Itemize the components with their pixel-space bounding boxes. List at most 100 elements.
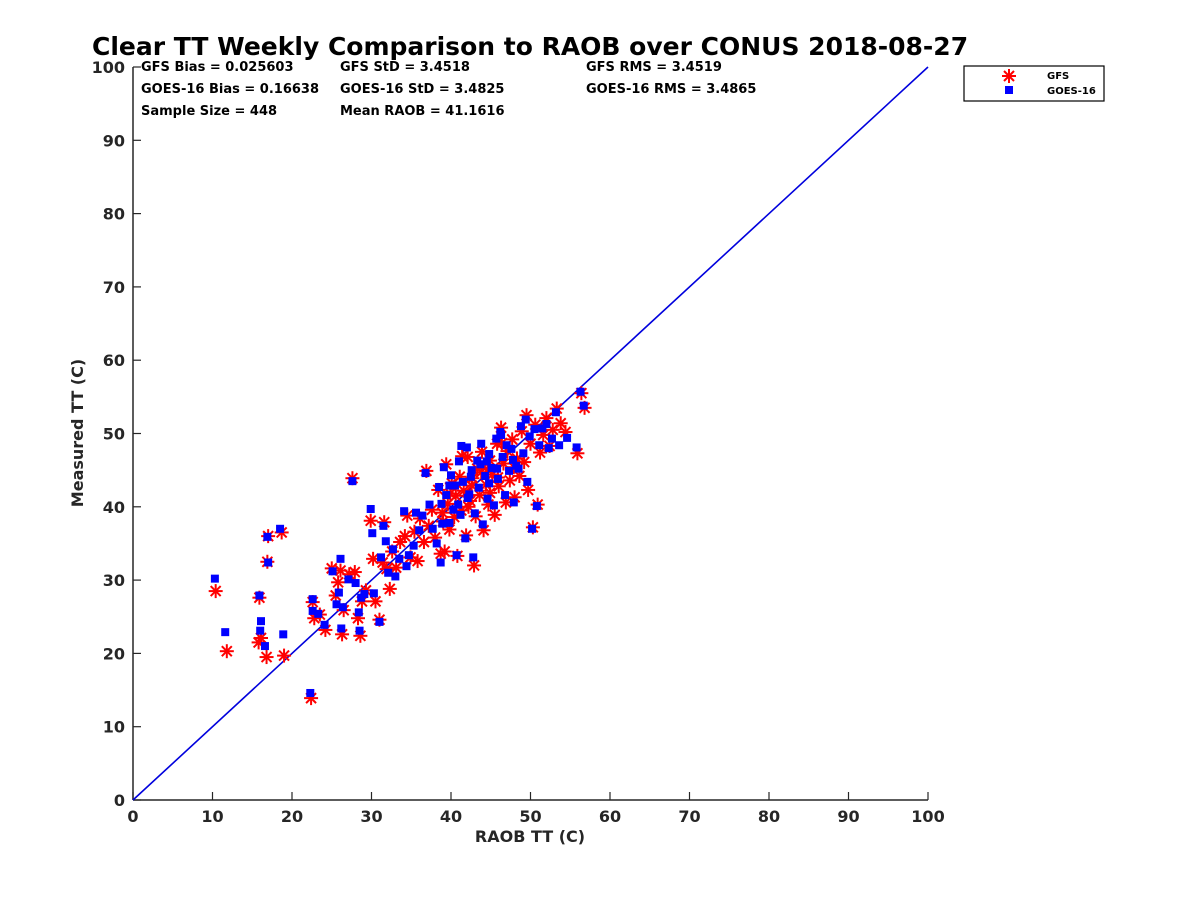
- goes-16-point: [400, 507, 409, 516]
- y-tick-label: 90: [103, 131, 125, 150]
- goes-16-point: [530, 425, 539, 434]
- gfs-point: [416, 534, 431, 549]
- series-goes-16: [210, 387, 588, 697]
- gfs-point: [331, 575, 346, 590]
- goes-16-point: [474, 483, 483, 492]
- goes-16-point: [516, 422, 525, 431]
- x-tick-label: 70: [678, 807, 700, 826]
- x-tick-label: 60: [599, 807, 621, 826]
- mean-raob-stat: Mean RAOB = 41.1616: [340, 104, 505, 119]
- x-tick-label: 100: [911, 807, 944, 826]
- goes-16-point: [528, 524, 537, 533]
- goes-16-point: [542, 419, 551, 428]
- goes-16-point: [360, 590, 369, 599]
- y-tick-label: 70: [103, 278, 125, 297]
- goes-16-point: [476, 460, 485, 469]
- legend-box: [963, 65, 1105, 102]
- x-tick-label: 20: [281, 807, 303, 826]
- goes-16-point: [210, 574, 219, 583]
- goes-16-point: [478, 520, 487, 529]
- y-tick-label: 100: [92, 58, 125, 77]
- goes-16-point: [366, 504, 375, 513]
- goes-16-point: [447, 471, 455, 480]
- goes-16-point: [355, 626, 364, 635]
- goes-16-point: [308, 595, 317, 604]
- gfs-point: [277, 648, 292, 663]
- goes-16-point: [379, 521, 388, 530]
- legend: GFS GOES-16: [963, 65, 1105, 102]
- goes-16-point: [525, 432, 534, 441]
- goes-16-point: [462, 443, 471, 452]
- goes-16-point: [388, 545, 397, 554]
- goes-16-point: [415, 526, 424, 535]
- goes-16-point: [497, 430, 506, 439]
- sample-size-stat: Sample Size = 448: [141, 104, 277, 119]
- gfs-point: [410, 554, 425, 569]
- goes-16-point: [461, 534, 470, 543]
- goes-16-point: [563, 433, 572, 442]
- gfs-point: [437, 544, 452, 559]
- goes-16-point: [579, 401, 588, 410]
- gfs-point: [208, 584, 223, 599]
- goes-16-point: [377, 553, 386, 562]
- goes-16-point: [521, 415, 530, 424]
- goes-16-point: [538, 424, 547, 433]
- gfs-point: [502, 473, 517, 488]
- x-axis-ticks: 0 10 20 30 40 50 60 70 80 90 100: [127, 792, 945, 826]
- goes-16-point: [467, 466, 476, 475]
- goes-16-point: [477, 439, 486, 448]
- gfs-point: [487, 507, 502, 522]
- goes-16-point: [412, 508, 421, 517]
- goes-16-point: [481, 472, 490, 481]
- goes-16-point: [404, 551, 413, 560]
- y-tick-label: 60: [103, 351, 125, 370]
- goes-16-point: [523, 477, 532, 486]
- gfs-point: [219, 644, 234, 659]
- goes-16-point: [501, 491, 510, 500]
- x-tick-label: 40: [440, 807, 462, 826]
- x-tick-label: 0: [127, 807, 138, 826]
- y-tick-label: 30: [103, 571, 125, 590]
- goes-16-point: [260, 642, 269, 651]
- goes-16-point: [466, 472, 475, 481]
- goes-16-point: [306, 688, 315, 697]
- legend-goes-label: GOES-16: [1047, 86, 1096, 97]
- goes-16-point: [535, 441, 544, 450]
- goes-16-point: [458, 477, 467, 486]
- x-axis-label: RAOB TT (C): [475, 827, 585, 846]
- goes-16-point: [509, 498, 518, 507]
- gfs-point: [363, 513, 378, 528]
- x-tick-label: 30: [360, 807, 382, 826]
- x-tick-label: 80: [758, 807, 780, 826]
- goes-16-point: [544, 444, 553, 453]
- goes-16-point: [487, 463, 496, 472]
- goes-16-point: [409, 541, 418, 550]
- goes-rms-stat: GOES-16 RMS = 3.4865: [586, 82, 756, 97]
- goes-16-point: [264, 558, 273, 567]
- goes-16-point: [502, 441, 511, 450]
- goes-16-point: [320, 620, 329, 629]
- goes-16-point: [449, 505, 458, 514]
- goes-16-point: [256, 626, 265, 635]
- goes-16-point: [514, 464, 523, 473]
- y-tick-label: 10: [103, 718, 125, 737]
- goes-std-stat: GOES-16 StD = 3.4825: [340, 82, 504, 97]
- goes-16-point: [456, 510, 465, 519]
- goes-16-point: [435, 483, 444, 492]
- goes-16-point: [402, 562, 411, 571]
- goes-16-point: [445, 518, 454, 527]
- legend-goes-marker: [1005, 86, 1013, 94]
- gfs-point: [382, 581, 397, 596]
- goes-16-point: [483, 494, 492, 503]
- gfs-rms-stat: GFS RMS = 3.4519: [586, 60, 722, 75]
- goes-16-point: [279, 630, 288, 639]
- goes-16-point: [421, 469, 430, 478]
- y-tick-label: 40: [103, 498, 125, 517]
- gfs-point: [435, 505, 450, 520]
- goes-16-point: [328, 567, 337, 576]
- goes-16-point: [276, 524, 285, 533]
- goes-16-point: [391, 572, 400, 581]
- goes-16-point: [221, 628, 230, 637]
- goes-16-point: [489, 501, 498, 510]
